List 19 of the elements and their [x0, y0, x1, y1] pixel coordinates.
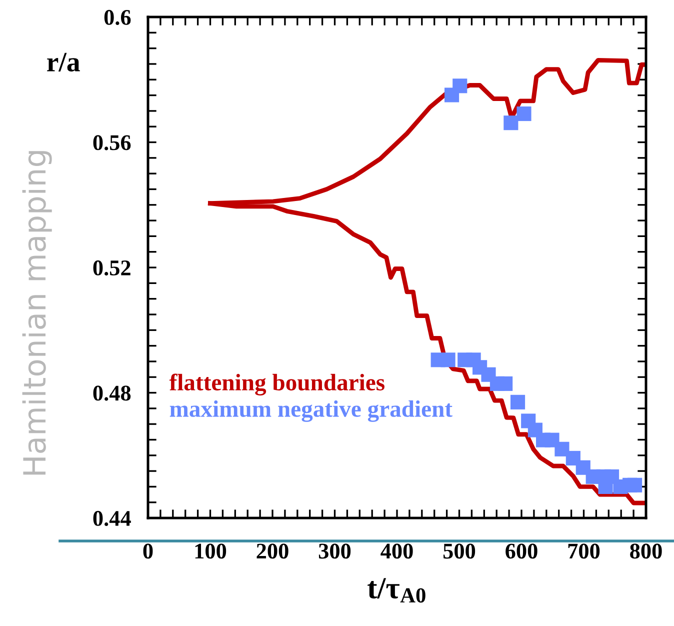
x-tick-label: 700 [568, 544, 600, 559]
x-tick-label: 600 [506, 544, 538, 559]
series-label: maximum negative gradient [170, 400, 452, 422]
x-tick-label: 800 [630, 544, 662, 559]
x-tick-label: 400 [380, 544, 413, 559]
x-axis-title: t/τ$_{A0}$ [368, 578, 426, 603]
text: flattening boundaries [169, 374, 384, 396]
x-tick-label: 200 [256, 544, 288, 559]
y-tick-label: 0.6 [104, 10, 131, 26]
y-axis-title: r/a [47, 52, 80, 72]
x-tick-label: 0 [143, 544, 153, 559]
text: Hamiltonian mapping [22, 151, 52, 475]
x-tick-label: 300 [318, 544, 351, 559]
y-tick-label: 0.44 [93, 510, 131, 526]
y-tick-label: 0.56 [93, 135, 131, 150]
y-tick-label: 0.48 [93, 386, 131, 401]
x-tick-label: 100 [195, 544, 226, 559]
y-tick-label: 0.52 [93, 260, 130, 276]
x-tick-label: 500 [443, 544, 476, 559]
